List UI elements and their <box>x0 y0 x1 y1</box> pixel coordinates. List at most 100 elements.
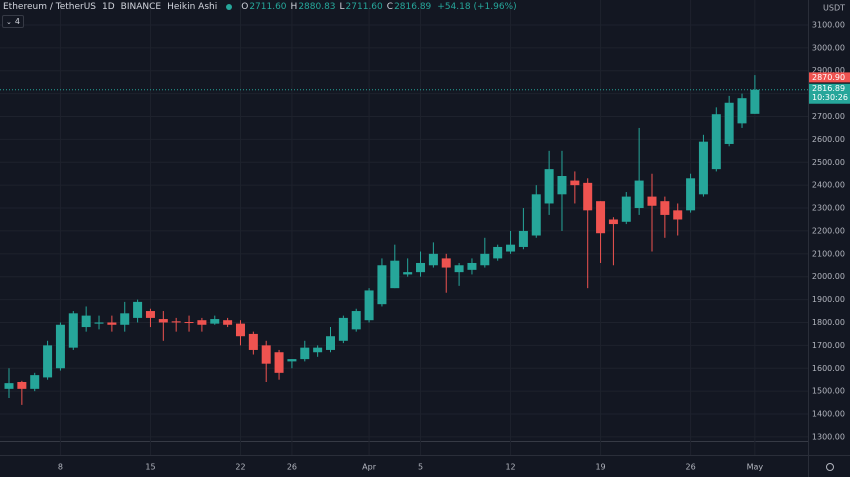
candle-body <box>557 176 567 195</box>
interval: 1D <box>102 2 115 12</box>
chart-style: Heikin Ashi <box>167 2 218 12</box>
exchange: BINANCE <box>120 2 162 12</box>
candle-body <box>55 324 65 369</box>
candle-body <box>634 180 644 209</box>
y-tick-label: 2000.00 <box>812 272 845 281</box>
ohlc-key: L <box>339 2 345 12</box>
settings-icon[interactable] <box>826 463 834 471</box>
candle-body <box>223 320 233 325</box>
candle-body <box>647 196 657 206</box>
x-tick-label: 5 <box>418 463 423 472</box>
last-price-tag-bg <box>809 83 850 104</box>
candle-body <box>313 347 323 353</box>
legend-header: Ethereum / TetherUS 1D BINANCE Heikin As… <box>3 2 517 12</box>
candle-body <box>506 244 516 252</box>
candle-body <box>351 311 361 330</box>
x-tick-label: 26 <box>287 463 297 472</box>
y-tick-label: 2400.00 <box>812 181 845 190</box>
candle-body <box>428 253 438 266</box>
candle-body <box>4 383 14 389</box>
candle-body <box>120 313 130 325</box>
candle-body <box>338 317 348 341</box>
y-tick-label: 2300.00 <box>812 204 845 213</box>
candle-body <box>737 98 747 124</box>
ohlc-key: H <box>290 2 298 12</box>
candle-body <box>30 375 40 389</box>
y-tick-label: 1500.00 <box>812 387 845 396</box>
x-tick-label: May <box>747 463 764 472</box>
ohlc-item: H2880.83 <box>291 2 336 12</box>
candle-body <box>377 265 387 305</box>
ohlc-item: O2711.60 <box>241 2 286 12</box>
candle-body <box>403 272 413 275</box>
ohlc-value: 2880.83 <box>298 2 336 12</box>
candle-body <box>300 347 310 360</box>
candle-body <box>248 333 258 350</box>
x-tick-label: 19 <box>595 463 605 472</box>
candle-body <box>210 319 220 324</box>
grid <box>0 0 808 455</box>
candle-body <box>544 169 554 204</box>
candle-body <box>364 290 374 321</box>
candle-body <box>287 359 297 362</box>
x-tick-label: 26 <box>685 463 695 472</box>
symbol: Ethereum / TetherUS <box>3 2 96 12</box>
candle-body <box>467 262 477 270</box>
candle-body <box>235 323 245 337</box>
candle-body <box>660 201 670 215</box>
candle-body <box>197 320 207 325</box>
y-tick-label: 1900.00 <box>812 295 845 304</box>
ohlc-value: 2711.60 <box>249 2 287 12</box>
candle-body <box>326 336 335 350</box>
candle-body <box>711 114 721 170</box>
candle-body <box>184 322 194 324</box>
candle-body <box>518 230 528 247</box>
countdown: 10:30:26 <box>812 93 848 102</box>
candle-body <box>608 219 618 225</box>
indicators-toggle[interactable]: ⌄ 4 <box>2 15 24 28</box>
candle-body <box>698 141 708 195</box>
candle-body <box>441 258 451 268</box>
y-tick-label: 1300.00 <box>812 432 845 441</box>
last-price-label: 2816.89 <box>812 84 845 93</box>
candle-body <box>583 182 593 211</box>
candle-body <box>145 311 155 318</box>
y-tick-label: 2900.00 <box>812 66 845 75</box>
y-tick-label: 2200.00 <box>812 226 845 235</box>
high-tag-bg <box>809 72 850 83</box>
y-tick-label: 2700.00 <box>812 112 845 121</box>
y-tick-label: 2100.00 <box>812 249 845 258</box>
ohlc-key: C <box>386 2 394 12</box>
candle-body <box>480 253 490 266</box>
high-tag-label: 2870.90 <box>812 73 845 82</box>
candle-body <box>171 321 181 323</box>
candle-body <box>750 89 760 114</box>
candle-body <box>493 246 503 259</box>
change: +54.18 (+1.96%) <box>437 2 517 12</box>
y-tick-label: 3100.00 <box>812 20 845 29</box>
ohlc: O2711.60 H2880.83 L2711.60 C2816.89 <box>241 2 431 12</box>
y-tick-label: 1400.00 <box>812 410 845 419</box>
y-tick-label: 1800.00 <box>812 318 845 327</box>
candle-body <box>81 315 91 328</box>
x-tick-label: 12 <box>505 463 515 472</box>
candle-body <box>390 260 400 289</box>
ohlc-item: C2816.89 <box>387 2 432 12</box>
candle-body <box>686 178 696 211</box>
currency: USDT <box>823 4 845 13</box>
candle-body <box>531 194 541 236</box>
ohlc-value: 2711.60 <box>345 2 383 12</box>
candle-body <box>596 201 606 234</box>
candle-body <box>621 196 631 222</box>
candle-body <box>43 345 53 378</box>
status-dot <box>226 4 233 10</box>
candle-body <box>570 180 580 186</box>
ohlc-item: L2711.60 <box>340 2 383 12</box>
candle-body <box>17 381 27 389</box>
candle-body <box>133 301 143 318</box>
gear[interactable] <box>826 463 834 471</box>
candle-body <box>107 322 117 325</box>
y-tick-label: 2500.00 <box>812 158 845 167</box>
